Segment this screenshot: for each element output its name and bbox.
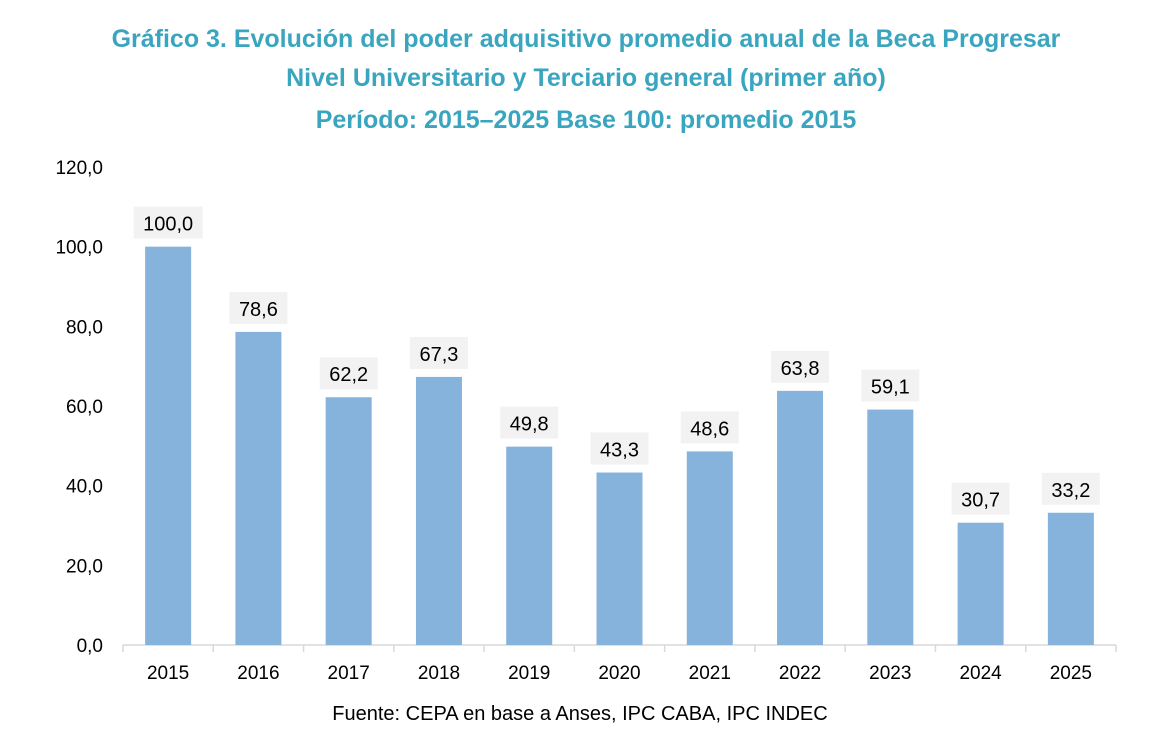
- x-tick-label: 2023: [869, 663, 911, 684]
- y-tick-label: 60,0: [66, 397, 103, 418]
- y-tick-label: 0,0: [77, 636, 103, 657]
- data-label: 67,3: [419, 344, 458, 366]
- data-label: 100,0: [143, 214, 193, 236]
- x-tick-label: 2016: [237, 663, 279, 684]
- x-tick-label: 2018: [418, 663, 460, 684]
- data-label: 48,6: [690, 418, 729, 440]
- data-label-background: [771, 350, 830, 383]
- bar-2020: [596, 472, 643, 645]
- y-tick-label: 80,0: [66, 317, 103, 338]
- data-label: 63,8: [781, 358, 820, 380]
- y-tick-label: 100,0: [55, 238, 103, 259]
- data-label: 43,3: [600, 440, 639, 462]
- x-tick-label: 2025: [1050, 663, 1092, 684]
- chart-title-line-2: Nivel Universitario y Terciario general …: [286, 64, 886, 92]
- data-label-background: [590, 432, 649, 465]
- y-tick-label: 40,0: [66, 477, 103, 498]
- data-label: 78,6: [239, 299, 278, 321]
- data-label-background: [319, 357, 378, 390]
- bar-2025: [1047, 512, 1094, 645]
- y-tick-label: 20,0: [66, 556, 103, 577]
- bar-2021: [686, 451, 733, 645]
- x-tick-label: 2015: [147, 663, 189, 684]
- data-label: 62,2: [329, 364, 368, 386]
- x-tick-label: 2019: [508, 663, 550, 684]
- chart-title-line-3: Período: 2015–2025 Base 100: promedio 20…: [315, 106, 857, 134]
- data-label-background: [500, 406, 559, 439]
- data-label-background: [861, 369, 920, 402]
- data-label-background: [409, 336, 468, 369]
- data-label: 59,1: [871, 377, 910, 399]
- data-label: 49,8: [510, 414, 549, 436]
- source-note: Fuente: CEPA en base a Anses, IPC CABA, …: [332, 703, 827, 725]
- y-tick-label: 120,0: [55, 158, 103, 179]
- bar-2016: [235, 331, 282, 645]
- bar-2022: [777, 390, 824, 645]
- bar-2024: [957, 522, 1004, 645]
- x-tick-label: 2022: [779, 663, 821, 684]
- x-tick-label: 2021: [689, 663, 731, 684]
- data-label: 30,7: [961, 490, 1000, 512]
- x-tick-label: 2020: [598, 663, 640, 684]
- chart-title-line-1: Gráfico 3. Evolución del poder adquisiti…: [111, 25, 1061, 53]
- data-label-background: [680, 411, 739, 444]
- x-tick-label: 2024: [959, 663, 1002, 684]
- data-label-background: [133, 206, 203, 239]
- bar-2018: [415, 376, 462, 645]
- bar-2017: [325, 397, 372, 645]
- bar-2015: [145, 246, 192, 645]
- data-label-background: [1041, 472, 1100, 505]
- data-label-background: [229, 291, 288, 324]
- bar-2019: [506, 446, 553, 645]
- x-tick-label: 2017: [328, 663, 370, 684]
- data-label: 33,2: [1051, 480, 1090, 502]
- bar-2023: [867, 409, 914, 645]
- data-label-background: [951, 482, 1010, 515]
